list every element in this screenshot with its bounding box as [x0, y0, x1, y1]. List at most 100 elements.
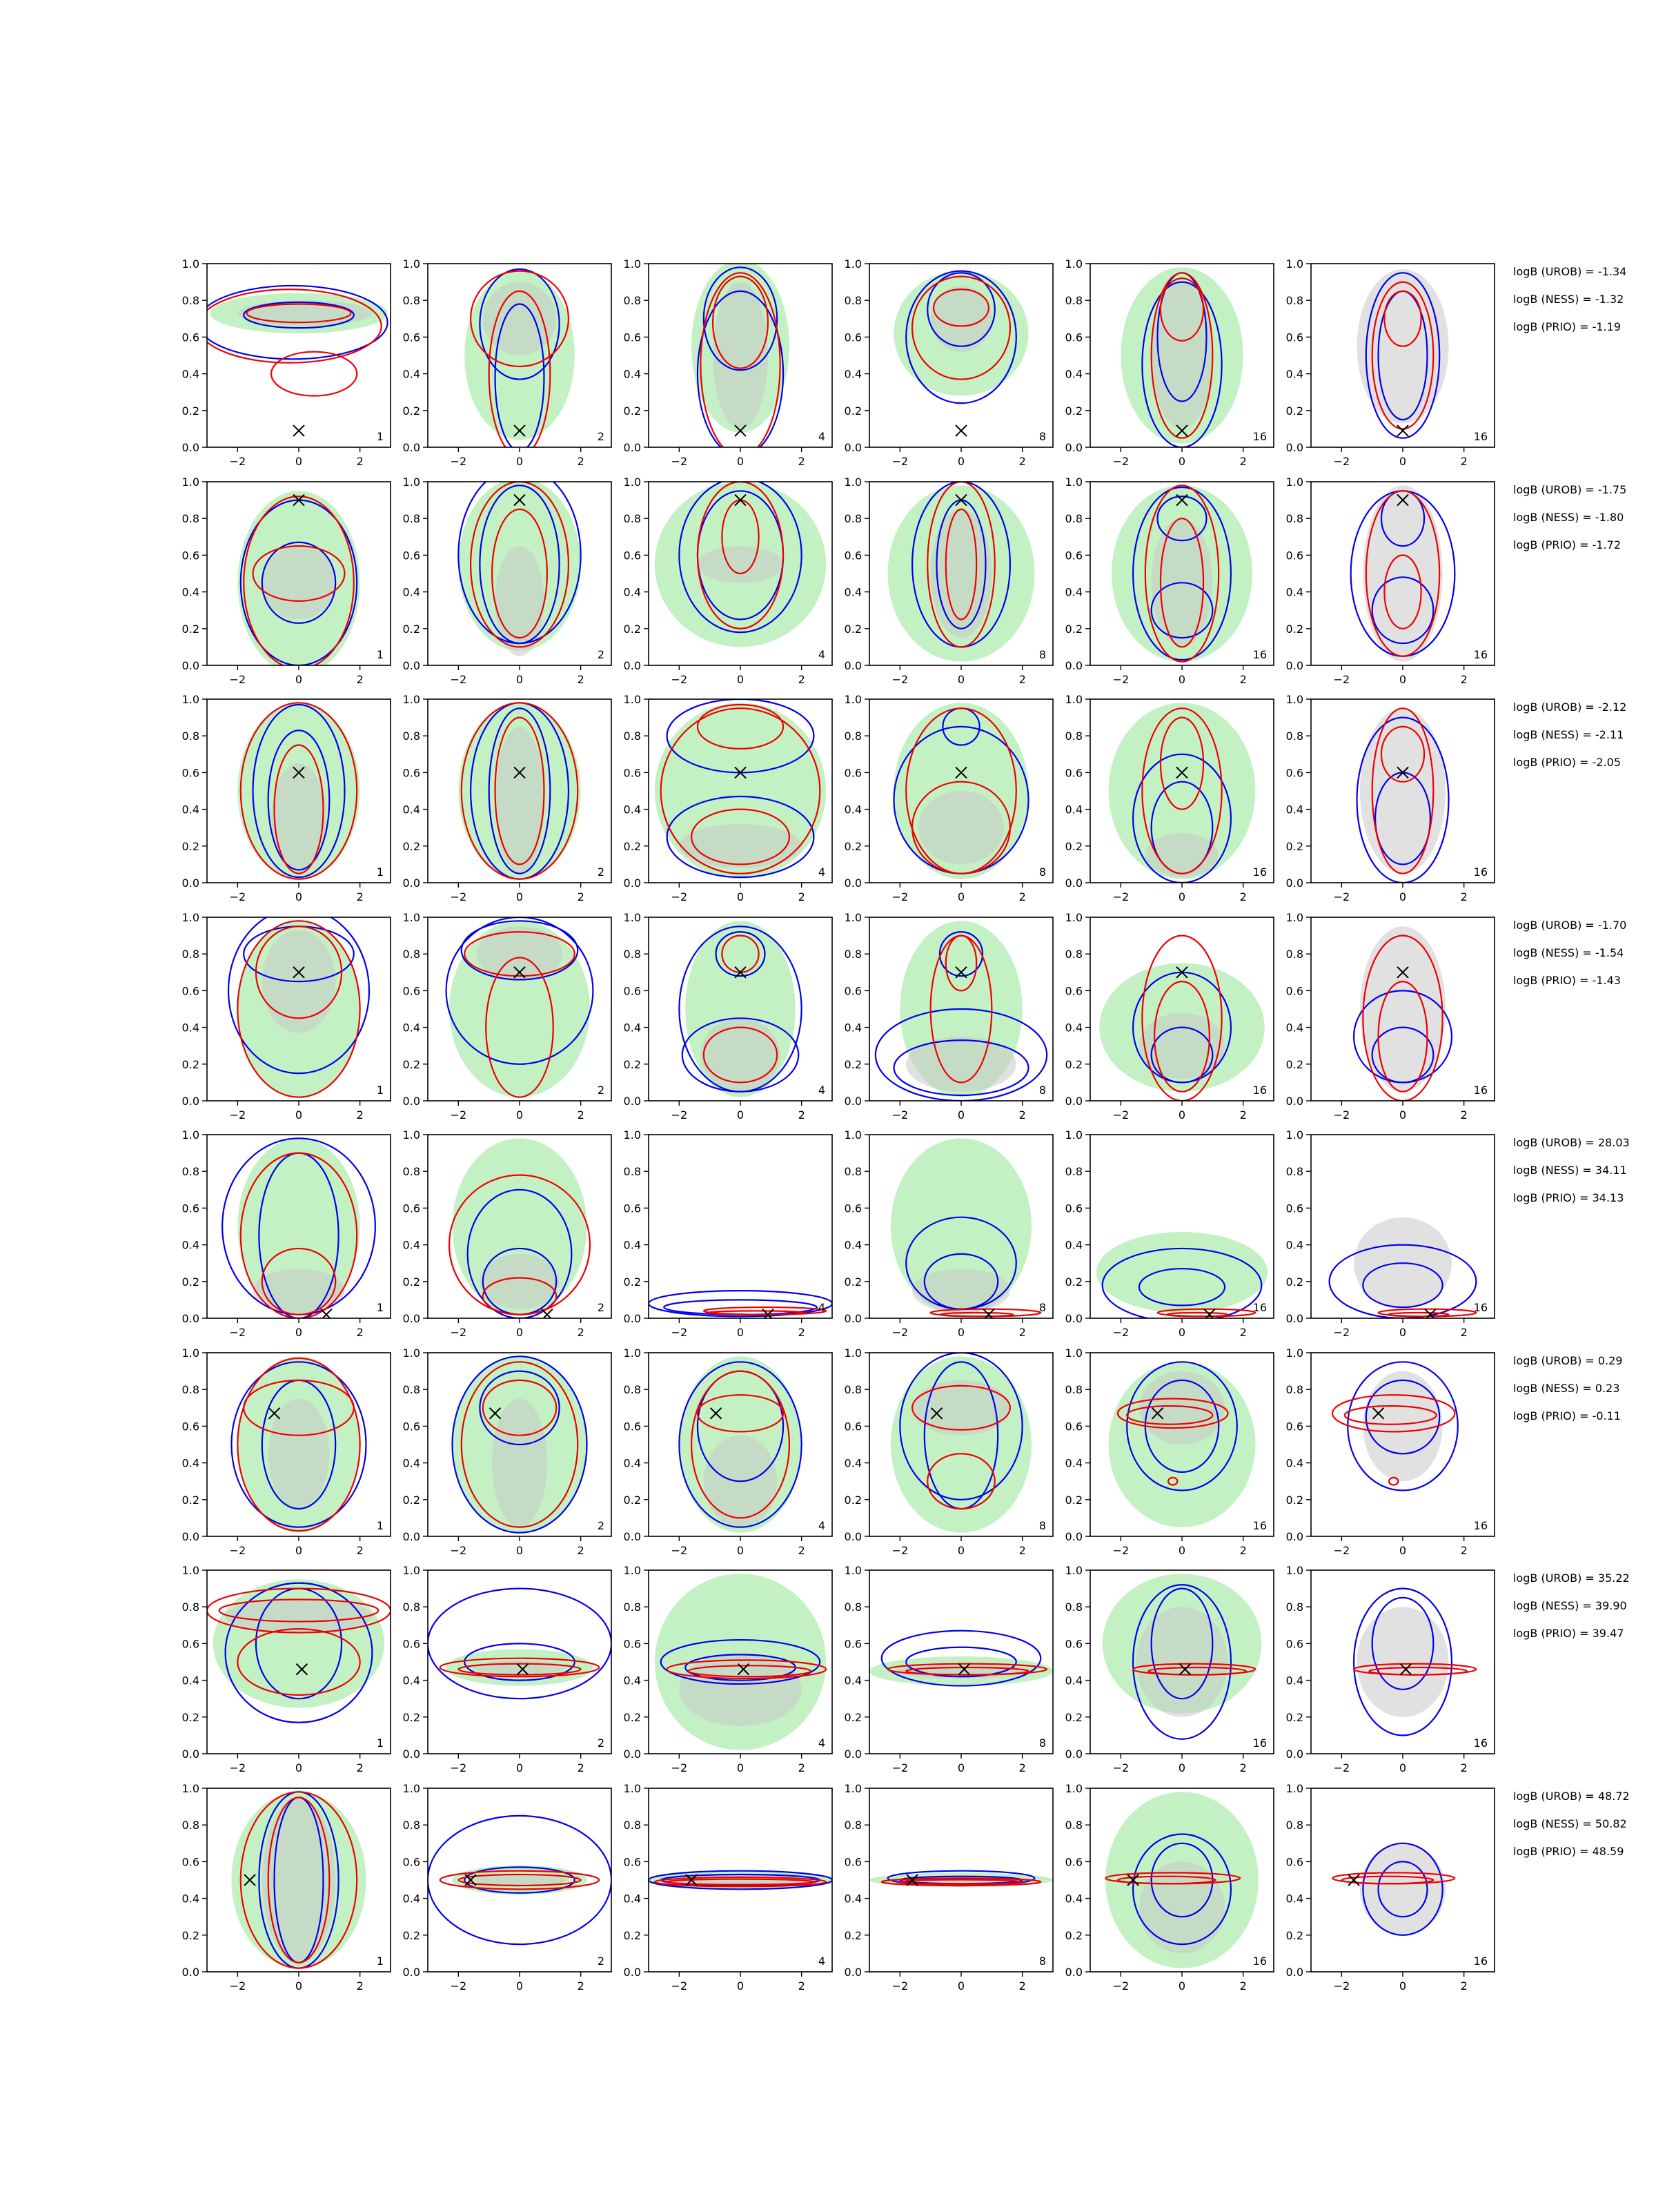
red-contour	[464, 931, 575, 977]
y-tick-label: 0.0	[845, 441, 862, 454]
x-tick-label: 2	[357, 1544, 364, 1557]
x-tick-label: 2	[1019, 890, 1026, 903]
x-tick-label: −2	[451, 455, 467, 468]
y-tick-label: 0.0	[1065, 1966, 1083, 1979]
red-contour	[1159, 518, 1205, 648]
blue-contour	[479, 1370, 560, 1446]
y-tick-label: 0.2	[624, 1494, 641, 1507]
y-tick-label: 0.4	[845, 1674, 862, 1687]
plot-area	[1350, 485, 1456, 662]
y-tick-label: 0.8	[403, 1165, 420, 1178]
red-contour	[1365, 490, 1441, 657]
x-tick-label: 0	[295, 1979, 302, 1993]
gray-density-region	[1363, 1371, 1443, 1482]
blue-contour	[230, 1361, 367, 1528]
y-tick-label: 0.4	[403, 586, 420, 599]
blue-contour	[261, 541, 337, 624]
y-tick-label: 0.6	[1065, 1637, 1083, 1650]
x-tick-label: −2	[671, 1326, 688, 1339]
blue-contour	[666, 795, 815, 879]
y-tick-label: 1.0	[182, 257, 199, 271]
y-tick-label: 0.2	[845, 1929, 862, 1942]
panel-r2-c4: 8 −2 0 2 0.0 0.2 0.4 0.6 0.8 1.0	[845, 476, 1054, 686]
y-tick-label: 0.8	[624, 1601, 641, 1614]
true-value-marker	[734, 766, 747, 779]
true-value-marker	[1176, 493, 1188, 507]
y-tick-label: 0.2	[624, 623, 641, 636]
true-value-marker	[1399, 1663, 1412, 1676]
x-tick-label: −2	[1113, 1979, 1130, 1993]
y-tick-label: 0.4	[403, 1239, 420, 1252]
blue-contour	[696, 290, 785, 447]
x-tick-label: 2	[578, 1544, 584, 1557]
y-tick-label: 0.2	[1065, 623, 1083, 636]
y-tick-label: 0.0	[845, 1095, 862, 1108]
y-tick-label: 0.0	[624, 659, 641, 672]
y-tick-label: 0.6	[1286, 1420, 1303, 1433]
panel-label: 4	[818, 1736, 825, 1750]
plot-area	[891, 1353, 1032, 1533]
blue-contour	[224, 1582, 373, 1723]
logb-annotation: logB (PRIO) = -1.43	[1513, 974, 1621, 987]
panel-label: 2	[598, 1301, 604, 1314]
y-tick-label: 0.0	[403, 877, 420, 890]
red-contour	[460, 1361, 579, 1528]
gray-density-region	[271, 763, 326, 874]
y-tick-label: 0.6	[182, 1202, 199, 1215]
y-tick-label: 0.2	[845, 1058, 862, 1071]
logb-annotation: logB (NESS) = -1.32	[1513, 293, 1624, 306]
y-tick-label: 1.0	[624, 257, 641, 271]
plot-area	[869, 1870, 1053, 1888]
red-contour	[711, 275, 769, 369]
y-tick-label: 0.2	[403, 623, 420, 636]
y-tick-label: 1.0	[182, 1564, 199, 1577]
y-tick-label: 0.0	[182, 1966, 199, 1979]
panel-r4-c2: 2 −2 0 2 0.0 0.2 0.4 0.6 0.8 1.0	[403, 911, 612, 1122]
panel-label: 8	[1039, 1519, 1046, 1532]
x-tick-label: 0	[1399, 1544, 1406, 1557]
x-tick-label: 0	[1179, 890, 1185, 903]
gray-density-region	[1363, 485, 1443, 662]
y-tick-label: 0.8	[624, 948, 641, 961]
red-contour	[887, 1663, 1048, 1676]
red-contour	[491, 508, 548, 639]
panel-r2-c1: 1 −2 0 2 0.0 0.2 0.4 0.6 0.8 1.0	[182, 476, 391, 686]
x-tick-label: 0	[1399, 455, 1406, 468]
red-contour	[273, 744, 324, 874]
x-tick-label: −2	[1334, 1108, 1350, 1122]
red-contour	[1150, 272, 1214, 439]
panel-label: 1	[377, 865, 384, 879]
panel-r8-c5: 16 −2 0 2 0.0 0.2 0.4 0.6 0.8 1.0	[1065, 1782, 1274, 1993]
panel-label: 2	[598, 1519, 604, 1532]
x-tick-label: 0	[958, 1979, 965, 1993]
true-value-marker	[464, 1874, 477, 1886]
x-tick-label: 2	[798, 673, 805, 686]
red-contour	[1383, 290, 1422, 347]
x-tick-label: 0	[516, 1326, 523, 1339]
panel-r5-c3: 4 −2 0 2 0.0 0.2 0.4 0.6 0.8 1.0	[624, 1128, 833, 1339]
blue-contour	[874, 1008, 1048, 1101]
x-tick-label: 0	[295, 1108, 302, 1122]
plot-area	[654, 1574, 827, 1750]
plot-area	[237, 491, 360, 665]
x-tick-label: −2	[1113, 1326, 1130, 1339]
y-tick-label: 0.2	[624, 1929, 641, 1942]
plot-area	[678, 921, 802, 1097]
logb-annotation: logB (PRIO) = 39.47	[1513, 1627, 1624, 1640]
plot-area	[649, 1870, 832, 1890]
y-tick-label: 1.0	[182, 911, 199, 924]
x-tick-label: 0	[958, 1108, 965, 1122]
y-tick-label: 0.4	[1065, 1674, 1083, 1687]
x-tick-label: −2	[892, 673, 909, 686]
y-tick-label: 0.4	[624, 1674, 641, 1687]
blue-contour	[451, 1355, 588, 1534]
x-tick-label: 0	[516, 890, 523, 903]
red-contour	[1126, 1405, 1214, 1425]
x-tick-label: 0	[958, 1761, 965, 1774]
y-tick-label: 0.6	[1065, 1420, 1083, 1433]
x-tick-label: 2	[798, 455, 805, 468]
y-tick-label: 0.2	[1286, 840, 1303, 853]
true-value-marker	[930, 1407, 943, 1420]
y-tick-label: 0.8	[845, 1601, 862, 1614]
green-density-region	[1096, 1231, 1268, 1313]
